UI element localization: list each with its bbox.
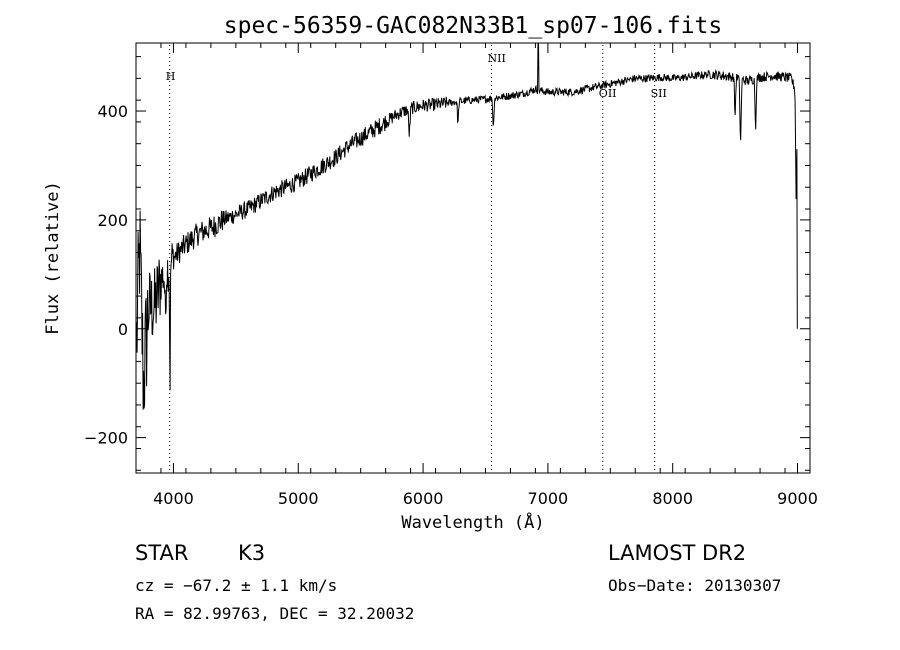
- marker-label: NII: [487, 52, 505, 65]
- plot-frame: [135, 42, 811, 474]
- survey-name: LAMOST DR2: [608, 541, 747, 565]
- y-tick-label: 0: [118, 320, 128, 339]
- spectral-line-markers: H NII OII SII: [166, 45, 667, 473]
- x-tick-label: 6000: [403, 489, 444, 508]
- y-axis: −200 0 200 400: [84, 56, 810, 471]
- marker-label: H: [166, 70, 176, 83]
- x-tick-label: 7000: [528, 489, 569, 508]
- coordinates: RA = 82.99763, DEC = 32.20032: [135, 604, 415, 623]
- y-tick-label: 200: [97, 211, 128, 230]
- x-axis-label: Wavelength (Å): [401, 511, 544, 533]
- y-tick-label: −200: [84, 429, 128, 448]
- velocity-readout: cz = −67.2 ± 1.1 km/s: [135, 576, 338, 595]
- x-tick-label: 8000: [652, 489, 693, 508]
- chart-title: spec-56359-GAC082N33B1_sp07-106.fits: [224, 13, 723, 39]
- subclass: K3: [238, 541, 266, 565]
- marker-label: SII: [651, 87, 667, 100]
- marker-label: OII: [599, 87, 617, 100]
- y-tick-label: 400: [97, 102, 128, 121]
- y-axis-label: Flux (relative): [43, 181, 63, 335]
- x-axis: 4000 5000 6000 7000 8000 9000: [135, 43, 818, 508]
- x-tick-label: 4000: [153, 489, 194, 508]
- x-tick-label: 9000: [777, 489, 818, 508]
- spectrum-line: [136, 42, 798, 410]
- object-type: STAR: [135, 541, 189, 565]
- x-tick-label: 5000: [278, 489, 319, 508]
- observation-date: Obs−Date: 20130307: [608, 576, 782, 595]
